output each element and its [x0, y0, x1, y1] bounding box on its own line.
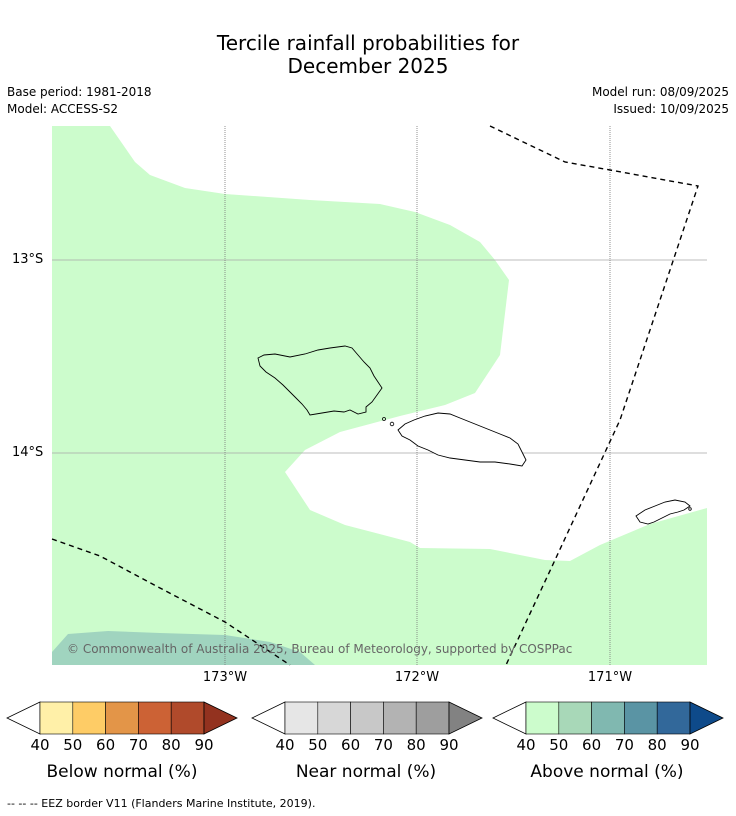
below-normal-tick-90: 90: [194, 736, 214, 754]
above-normal-40-50-region: [52, 126, 707, 665]
above-normal-tick-50: 50: [549, 736, 569, 754]
eez-footer-note: -- -- -- EEZ border V11 (Flanders Marine…: [7, 797, 316, 810]
copyright-notice: © Commonwealth of Australia 2025, Bureau…: [67, 642, 573, 656]
below-normal-segment-4: [170, 701, 205, 735]
eez-border-south-west: [51, 538, 291, 666]
near-normal-lower-extend: [251, 701, 286, 735]
lon-label-173w: 173°W: [202, 670, 248, 685]
base-period: Base period: 1981-2018: [7, 85, 152, 99]
tutuila-island: [635, 499, 691, 525]
savaii-island: [257, 345, 383, 416]
near-normal-tick-90: 90: [439, 736, 459, 754]
lon-label-171w: 171°W: [587, 670, 633, 685]
islet-3: [688, 507, 692, 511]
meta-right: Model run: 08/09/2025 Issued: 10/09/2025: [592, 84, 729, 118]
lat-label-14s: 14°S: [12, 445, 44, 460]
near-normal-segment-3: [383, 701, 417, 735]
below-normal-tick-40: 40: [30, 736, 50, 754]
above-normal-segment-3: [624, 701, 658, 735]
below-normal-label: Below normal (%): [46, 762, 198, 782]
below-normal-upper-extend: [203, 701, 238, 735]
above-normal-segment-1: [558, 701, 592, 735]
near-normal-tick-70: 70: [373, 736, 393, 754]
above-normal-tick-60: 60: [582, 736, 602, 754]
below-normal-segment-2: [105, 701, 139, 735]
map-title-line2: December 2025: [287, 54, 449, 78]
model-name: Model: ACCESS-S2: [7, 102, 119, 116]
upolu-island: [397, 412, 527, 467]
above-normal-tick-70: 70: [614, 736, 634, 754]
below-normal-segment-0: [39, 701, 74, 735]
below-normal-segment-3: [138, 701, 172, 735]
above-normal-tick-80: 80: [647, 736, 667, 754]
above-normal-upper-extend: [689, 701, 724, 735]
issued-date: Issued: 10/09/2025: [613, 102, 729, 116]
near-normal-tick-60: 60: [341, 736, 361, 754]
eez-border-north-east: [489, 125, 699, 666]
below-normal-tick-50: 50: [63, 736, 83, 754]
meta-left: Base period: 1981-2018 Model: ACCESS-S2: [7, 84, 152, 118]
near-normal-tick-40: 40: [275, 736, 295, 754]
map-title-line1: Tercile rainfall probabilities for: [216, 31, 520, 55]
near-normal-segment-2: [350, 701, 384, 735]
lat-label-13s: 13°S: [12, 252, 44, 267]
above-normal-segment-0: [525, 701, 560, 735]
above-normal-segment-4: [656, 701, 691, 735]
above-normal-50-60-region: [52, 631, 315, 665]
islet-1: [382, 417, 386, 421]
lon-label-172w: 172°W: [394, 670, 440, 685]
islet-2: [389, 421, 395, 427]
near-normal-label: Near normal (%): [295, 762, 437, 782]
above-normal-segment-2: [591, 701, 625, 735]
below-normal-segment-1: [72, 701, 106, 735]
above-normal-lower-extend: [492, 701, 527, 735]
above-normal-tick-40: 40: [516, 736, 536, 754]
near-normal-segment-1: [317, 701, 351, 735]
near-normal-tick-80: 80: [406, 736, 426, 754]
above-normal-tick-90: 90: [680, 736, 700, 754]
below-normal-tick-60: 60: [96, 736, 116, 754]
below-normal-tick-80: 80: [161, 736, 181, 754]
below-normal-tick-70: 70: [128, 736, 148, 754]
near-normal-segment-4: [415, 701, 450, 735]
near-normal-segment-0: [284, 701, 319, 735]
model-run: Model run: 08/09/2025: [591, 85, 729, 99]
below-normal-lower-extend: [6, 701, 41, 735]
near-normal-tick-50: 50: [308, 736, 328, 754]
above-normal-label: Above normal (%): [530, 762, 684, 782]
near-normal-upper-extend: [448, 701, 483, 735]
